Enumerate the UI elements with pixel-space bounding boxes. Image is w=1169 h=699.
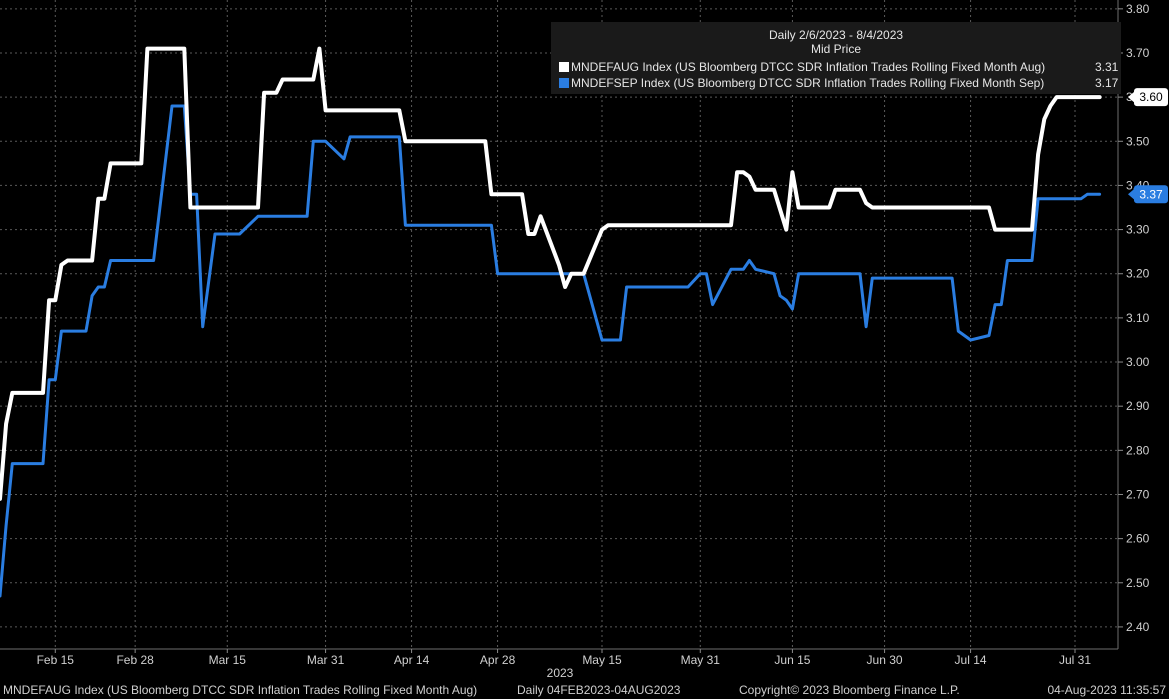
y-tick-label: 3.20 [1126,267,1150,281]
footer-copyright: Copyright© 2023 Bloomberg Finance L.P. [739,683,960,697]
legend-entry-sep: MNDEFSEP Index (US Bloomberg DTCC SDR In… [559,76,1118,91]
series-layer [0,46,1102,598]
x-tick-label: Jul 14 [955,653,987,667]
y-tick-label: 2.50 [1126,576,1150,590]
last-value-badge-mndefsep [1134,185,1168,204]
x-tick-label: Jun 15 [774,653,810,667]
legend-series-name-sep: MNDEFSEP Index (US Bloomberg DTCC SDR In… [571,76,1045,90]
last-value-labels: 3.60 3.37 [1128,88,1168,204]
last-value-text-mndefsep: 3.37 [1139,187,1163,201]
x-tick-label: Feb 28 [116,653,154,667]
y-tick-label: 3.30 [1126,223,1150,237]
y-tick-label: 2.70 [1126,487,1150,501]
y-tick-label: 2.80 [1126,443,1150,457]
x-tick-label: Feb 15 [37,653,75,667]
legend-range-label: Daily 2/6/2023 - 8/4/2023 [768,28,904,42]
x-tick-label: May 15 [582,653,622,667]
y-tick-label: 3.80 [1126,2,1150,16]
legend-value-sep: 3.17 [1095,76,1119,90]
x-tick-label: Jul 31 [1059,653,1091,667]
legend-series-name-aug: MNDEFAUG Index (US Bloomberg DTCC SDR In… [571,60,1046,74]
y-axis: 2.40 2.50 2.60 2.70 2.80 2.90 3.00 3.10 3.20 3.30… [1118,2,1150,634]
y-tick-label: 3.70 [1126,46,1150,60]
y-tick-label: 2.60 [1126,532,1150,546]
legend-entry-aug: MNDEFAUG Index (US Bloomberg DTCC SDR In… [559,60,1118,75]
x-axis-year-label: 2023 [547,666,574,680]
last-value-badge-mndefaug [1134,88,1168,107]
y-tick-label: 3.50 [1126,134,1150,148]
last-value-pointer [1128,91,1135,104]
x-tick-label: Apr 14 [394,653,430,667]
footer-range: Daily 04FEB2023-04AUG2023 [517,683,681,697]
chart-legend: Daily 2/6/2023 - 8/4/2023 Mid Price MNDE… [551,22,1121,94]
last-value-text-mndefaug: 3.60 [1139,90,1163,104]
last-value-pointer [1128,188,1135,201]
y-tick-label: 3.10 [1126,311,1150,325]
legend-value-aug: 3.31 [1095,60,1119,74]
y-tick-label: 2.40 [1126,620,1150,634]
legend-swatch-aug [559,62,569,72]
x-tick-label: Mar 15 [209,653,247,667]
legend-field-label: Mid Price [810,42,861,56]
x-tick-label: Mar 31 [307,653,345,667]
footer-description: MNDEFAUG Index (US Bloomberg DTCC SDR In… [3,683,478,697]
x-axis: Feb 15 Feb 28 Mar 15 Mar 31 Apr 14 Apr 28 May … [37,649,1091,667]
x-tick-label: Apr 28 [480,653,516,667]
series-line-mndefsep [0,104,1102,598]
x-tick-label: May 31 [681,653,721,667]
footer-timestamp: 04-Aug-2023 11:35:57 [1047,683,1166,697]
legend-swatch-sep [559,78,569,88]
series-line-mndefaug [0,46,1102,501]
y-tick-label: 3.00 [1126,355,1150,369]
y-tick-label: 2.90 [1126,399,1150,413]
x-tick-label: Jun 30 [867,653,903,667]
